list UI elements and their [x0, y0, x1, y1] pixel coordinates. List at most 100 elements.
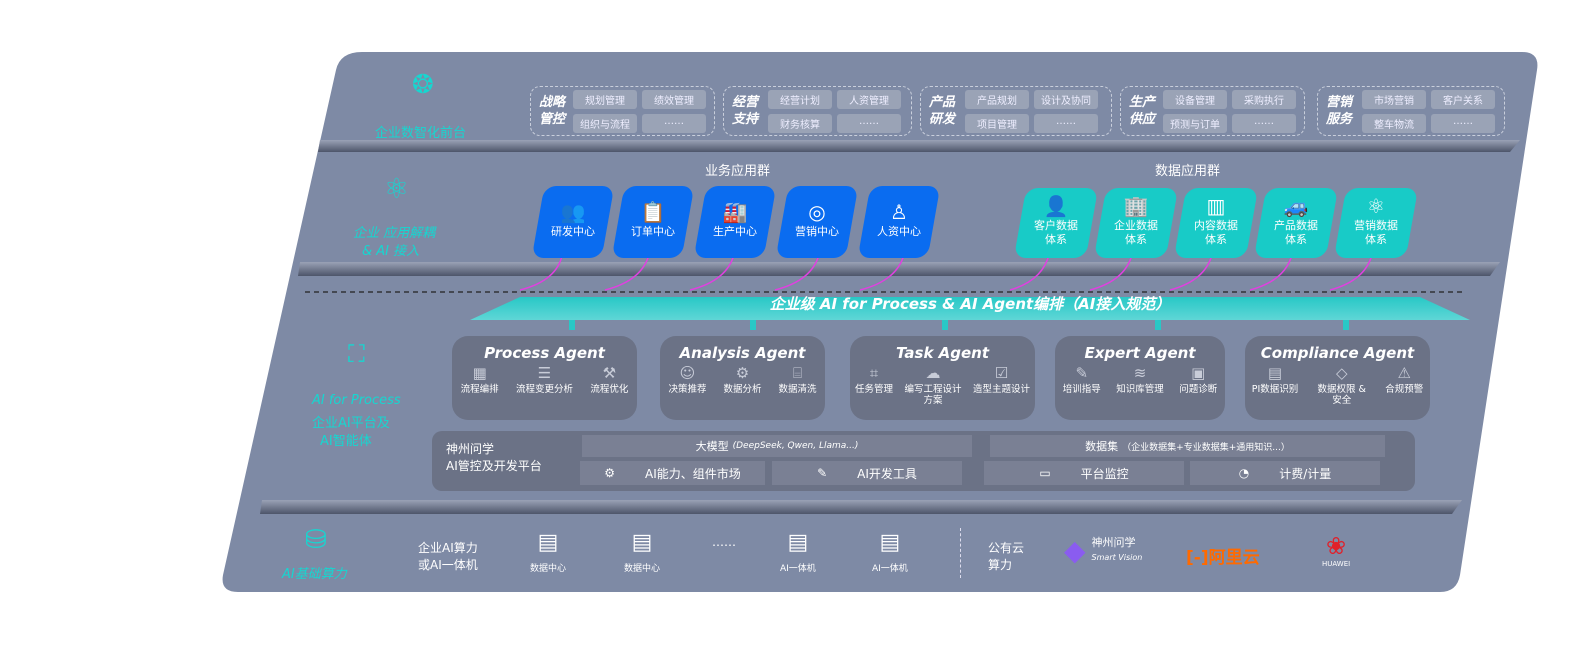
- front-item[interactable]: ……: [642, 113, 706, 133]
- agent-capability[interactable]: ▤ PI数据识别: [1251, 364, 1299, 406]
- front-item[interactable]: 采购执行: [1232, 89, 1296, 109]
- agent-card[interactable]: Process Agent ▦ 流程编排 ☰ 流程变更分析 ⚒ 流程优化: [452, 336, 637, 420]
- front-item[interactable]: 财务核算: [768, 113, 832, 133]
- gauge-icon: ◔: [1238, 466, 1250, 480]
- capability-icon: ☺: [679, 364, 696, 382]
- front-item[interactable]: 预测与订单: [1163, 113, 1227, 133]
- agent-capability[interactable]: ☁ 编写工程设计方案: [903, 366, 963, 407]
- capability-icon: ▤: [1267, 364, 1283, 382]
- front-item[interactable]: 经营计划: [768, 89, 832, 109]
- agent-capability[interactable]: ✎ 培训指导: [1063, 364, 1101, 396]
- front-item[interactable]: 规划管理: [573, 89, 637, 109]
- capability-label: 流程优化: [590, 384, 629, 395]
- capability-icon: ✎: [1075, 364, 1089, 382]
- agent-capability[interactable]: ⚙ 数据分析: [723, 366, 761, 396]
- person-icon: ♙: [890, 200, 908, 224]
- orchestration-banner: 企业级 AI for Process & AI Agent编排（AI接入规范）: [769, 295, 1171, 313]
- data-app-label: 内容数据: [1194, 219, 1238, 232]
- front-item[interactable]: ……: [1034, 113, 1098, 133]
- agent-card[interactable]: Compliance Agent ▤ PI数据识别 ◇ 数据权限 & 安全 ⚠ 合规预警: [1245, 336, 1430, 420]
- llm-label: 大模型: [695, 440, 729, 453]
- agent-capability[interactable]: ◇ 数据权限 & 安全: [1312, 366, 1372, 407]
- agent-capability[interactable]: ▦ 流程编排: [460, 366, 499, 396]
- devtools-label: AI开发工具: [857, 466, 917, 481]
- agent-name: Expert Agent: [1084, 344, 1196, 362]
- agent-card[interactable]: Expert Agent ✎ 培训指导 ≋ 知识库管理 ▣ 问题诊断: [1055, 336, 1225, 420]
- business-app-tile[interactable]: 📋 订单中心: [611, 186, 695, 258]
- front-item[interactable]: 人资管理: [837, 89, 901, 109]
- front-item[interactable]: 项目管理: [965, 113, 1029, 133]
- agent-capability[interactable]: ☑ 造型主题设计: [973, 364, 1030, 406]
- private-compute-2: 或AI一体机: [418, 558, 478, 572]
- building-icon: 🏢: [1123, 194, 1149, 218]
- data-app-tile[interactable]: 👤 客户数据 体系: [1013, 188, 1099, 258]
- data-app-tile[interactable]: 🚙 产品数据 体系: [1253, 188, 1339, 258]
- business-app-tile[interactable]: ◎ 营销中心: [775, 186, 859, 258]
- server-icon: ▤: [787, 530, 809, 555]
- front-item[interactable]: 设计及协同: [1034, 89, 1098, 109]
- market-cell[interactable]: ⚙ AI能力、组件市场: [580, 461, 765, 485]
- data-app-tile[interactable]: 🏢 企业数据 体系: [1093, 188, 1179, 258]
- agent-capability[interactable]: ▣ 问题诊断: [1179, 366, 1218, 396]
- agent-card[interactable]: Analysis Agent ☺ 决策推荐 ⚙ 数据分析 ⌸ 数据清洗: [660, 336, 825, 420]
- agent-capability[interactable]: ☺ 决策推荐: [668, 364, 706, 396]
- huawei-flower-icon: ❀: [1326, 532, 1347, 560]
- data-app-label: 体系: [1285, 233, 1307, 246]
- capability-icon: ≋: [1133, 364, 1147, 382]
- business-app-tile[interactable]: 👥 研发中心: [531, 186, 615, 258]
- devtools-cell[interactable]: ✎ AI开发工具: [772, 461, 962, 485]
- front-item[interactable]: 组织与流程: [573, 113, 637, 133]
- business-app-tile[interactable]: ♙ 人资中心: [857, 186, 941, 258]
- llm-note: (DeepSeek, Qwen, Llama...): [732, 441, 859, 451]
- agent-name: Process Agent: [484, 344, 605, 362]
- monitor-cell[interactable]: ▭ 平台监控: [984, 461, 1184, 485]
- shenzhou-logo: ◆ 神州问学 Smart Vision: [1064, 534, 1142, 567]
- front-item[interactable]: 绩效管理: [642, 89, 706, 109]
- public-compute-2: 算力: [988, 558, 1013, 572]
- agent-capability[interactable]: ⌗ 任务管理: [855, 364, 893, 406]
- capability-icon: ☑: [994, 364, 1009, 382]
- front-group-title: 营销服务: [1326, 95, 1353, 127]
- capability-label: 流程编排: [460, 384, 499, 395]
- market-label: AI能力、组件市场: [645, 466, 741, 481]
- business-app-tile[interactable]: 🏭 生产中心: [693, 186, 777, 258]
- agent-capability[interactable]: ⚠ 合规预警: [1385, 366, 1424, 406]
- data-app-tile[interactable]: ▥ 内容数据 体系: [1173, 188, 1259, 258]
- front-item[interactable]: ……: [1431, 113, 1495, 133]
- capability-label: 流程变更分析: [515, 384, 573, 395]
- front-item[interactable]: 设备管理: [1163, 89, 1227, 109]
- huawei-name: HUAWEI: [1322, 560, 1351, 568]
- front-item[interactable]: ……: [1232, 113, 1296, 133]
- platform-panel: 神州问学 AI管控及开发平台 大模型 (DeepSeek, Qwen, Llama…: [432, 431, 1415, 491]
- front-item[interactable]: 市场营销: [1362, 89, 1426, 109]
- data-app-label: 体系: [1365, 233, 1387, 246]
- apps-label-1: 企业 应用解耦: [353, 226, 436, 241]
- capability-label: 编写工程设计方案: [904, 384, 962, 406]
- agent-card[interactable]: Task Agent ⌗ 任务管理 ☁ 编写工程设计方案 ☑ 造型主题设计: [850, 336, 1035, 420]
- agent-capability[interactable]: ☰ 流程变更分析: [515, 364, 573, 396]
- front-item[interactable]: ……: [837, 113, 901, 133]
- business-app-label: 人资中心: [877, 225, 921, 238]
- capability-label: 合规预警: [1385, 384, 1424, 395]
- front-item[interactable]: 产品规划: [965, 89, 1029, 109]
- capability-label: 问题诊断: [1179, 384, 1218, 395]
- front-group-title: 经营支持: [732, 95, 759, 127]
- down-arrows: [569, 320, 1349, 330]
- agent-capability[interactable]: ≋ 知识库管理: [1116, 364, 1164, 396]
- billing-label: 计费/计量: [1279, 466, 1332, 481]
- capability-icon: ⌸: [792, 364, 802, 382]
- layer-divider: [318, 140, 1520, 152]
- front-item[interactable]: 整车物流: [1362, 113, 1426, 133]
- agent-capability[interactable]: ⚒ 流程优化: [590, 366, 629, 396]
- front-group: 战略管控 规划管理 绩效管理 组织与流程……: [530, 86, 715, 136]
- front-item[interactable]: 客户关系: [1431, 89, 1495, 109]
- capability-icon: ⌗: [869, 364, 879, 382]
- capability-label: PI数据识别: [1251, 384, 1299, 395]
- billing-cell[interactable]: ◔ 计费/计量: [1190, 461, 1380, 485]
- data-app-tile[interactable]: ⚛ 营销数据 体系: [1333, 188, 1419, 258]
- infra-item-label: AI一体机: [780, 564, 816, 574]
- agent-capability[interactable]: ⌸ 数据清洗: [778, 364, 816, 396]
- capability-icon: ☰: [537, 364, 552, 382]
- server-icon: ▤: [631, 530, 653, 555]
- capability-label: 知识库管理: [1116, 384, 1164, 395]
